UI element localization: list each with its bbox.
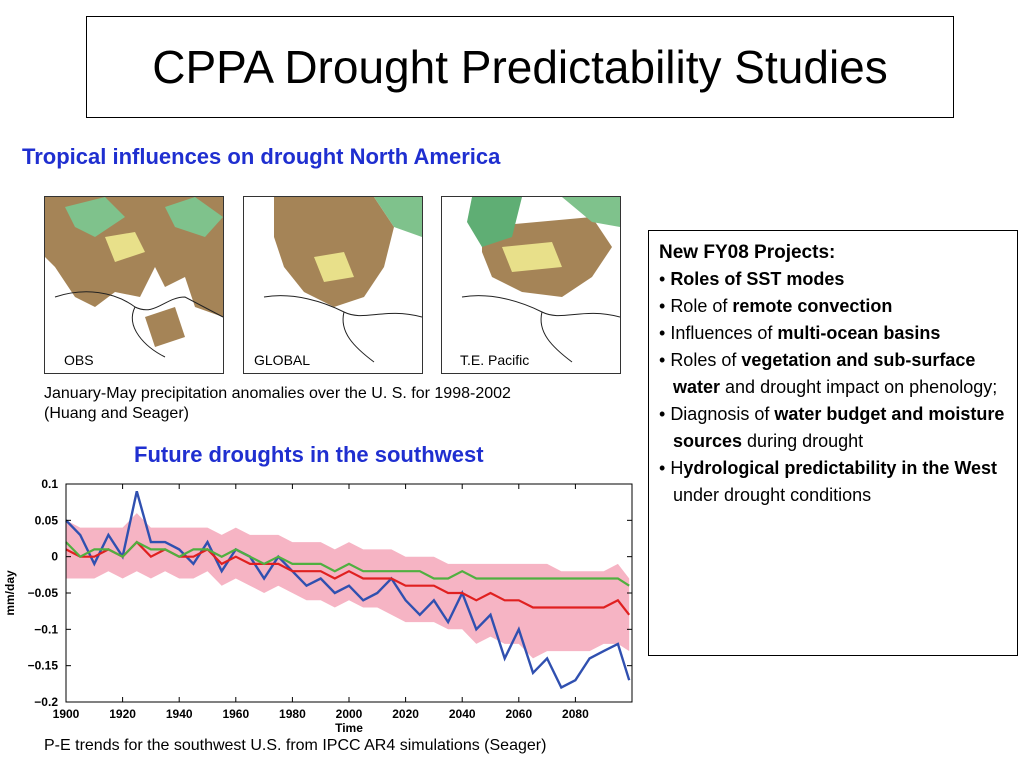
- project-item: • Diagnosis of water budget and moisture…: [659, 401, 1007, 455]
- project-item-suffix: during drought: [742, 431, 864, 451]
- projects-box: New FY08 Projects: • Roles of SST modes •…: [648, 230, 1018, 656]
- map-panel-te-pacific: [441, 196, 621, 374]
- section-heading-southwest: Future droughts in the southwest: [134, 442, 484, 467]
- project-item: • Roles of vegetation and sub-surface wa…: [659, 347, 1007, 401]
- y-tick-label: 0: [51, 550, 58, 564]
- precipitation-map-te-pacific: [442, 197, 620, 373]
- y-tick-label: −0.15: [28, 659, 59, 673]
- precipitation-map-global: [244, 197, 422, 373]
- project-item-prefix: H: [670, 458, 684, 478]
- projects-list: • Roles of SST modes • Role of remote con…: [659, 266, 1007, 509]
- y-tick-label: −0.05: [28, 586, 59, 600]
- x-tick-label: 1980: [279, 707, 306, 721]
- y-tick-label: −0.2: [34, 695, 58, 709]
- project-item-prefix: Roles of: [670, 350, 742, 370]
- x-tick-label: 2060: [505, 707, 532, 721]
- project-item-bold: ydrological predictability in the West: [683, 458, 998, 478]
- project-item-prefix: Role of: [670, 296, 733, 316]
- x-tick-label: 2020: [392, 707, 419, 721]
- project-item-bold: multi-ocean basins: [777, 323, 941, 343]
- map-caption: January-May precipitation anomalies over…: [44, 384, 511, 424]
- project-item: • Hydrological predictability in the Wes…: [659, 455, 1007, 509]
- bullet-icon: •: [659, 269, 671, 289]
- bullet-icon: •: [659, 323, 671, 343]
- project-item: • Roles of SST modes: [659, 266, 1007, 293]
- map-caption-line1: January-May precipitation anomalies over…: [44, 385, 511, 402]
- x-tick-label: 1920: [109, 707, 136, 721]
- project-item-prefix: Influences of: [670, 323, 778, 343]
- map-caption-line2: (Huang and Seager): [44, 405, 189, 422]
- projects-title: New FY08 Projects:: [659, 242, 836, 263]
- precipitation-map-obs: [45, 197, 223, 373]
- project-item-bold: water budget and moisture sources: [673, 404, 1005, 451]
- map-label-obs: OBS: [64, 352, 94, 368]
- project-item: • Role of remote convection: [659, 293, 1007, 320]
- x-tick-label: 1900: [53, 707, 80, 721]
- project-item-bold: Roles of SST modes: [670, 269, 845, 289]
- y-tick-label: 0.05: [35, 513, 59, 527]
- x-tick-label: 1960: [222, 707, 249, 721]
- project-item-prefix: Diagnosis of: [670, 404, 775, 424]
- y-tick-label: −0.1: [34, 622, 58, 636]
- series-line: [65, 540, 631, 616]
- project-item-suffix: under drought conditions: [673, 485, 872, 505]
- project-item-bold: vegetation and sub-surface water: [673, 350, 976, 397]
- x-axis-label: Time: [335, 721, 363, 735]
- y-tick-label: 0.1: [41, 477, 58, 491]
- x-tick-label: 1940: [166, 707, 193, 721]
- chart-caption: P-E trends for the southwest U.S. from I…: [44, 737, 547, 754]
- map-label-te-pacific: T.E. Pacific: [460, 352, 530, 368]
- bullet-icon: •: [659, 296, 671, 316]
- title-box: CPPA Drought Predictability Studies: [86, 16, 954, 118]
- series-line: [65, 540, 630, 587]
- project-item-suffix: and drought impact on phenology;: [720, 377, 998, 397]
- map-panel-global: [243, 196, 423, 374]
- bullet-icon: •: [659, 404, 671, 424]
- x-tick-label: 2040: [449, 707, 476, 721]
- bullet-icon: •: [659, 350, 671, 370]
- x-tick-label: 2080: [562, 707, 589, 721]
- map-panel-obs: [44, 196, 224, 374]
- project-item: • Influences of multi-ocean basins: [659, 320, 1007, 347]
- bullet-icon: •: [659, 458, 671, 478]
- map-label-global: GLOBAL: [254, 352, 311, 368]
- section-heading-tropical: Tropical influences on drought North Ame…: [22, 144, 501, 169]
- series-line: [65, 490, 631, 690]
- x-tick-label: 2000: [336, 707, 363, 721]
- page-title: CPPA Drought Predictability Studies: [152, 41, 888, 93]
- project-item-bold: remote convection: [732, 296, 893, 316]
- y-axis-label: mm/day: [3, 570, 17, 616]
